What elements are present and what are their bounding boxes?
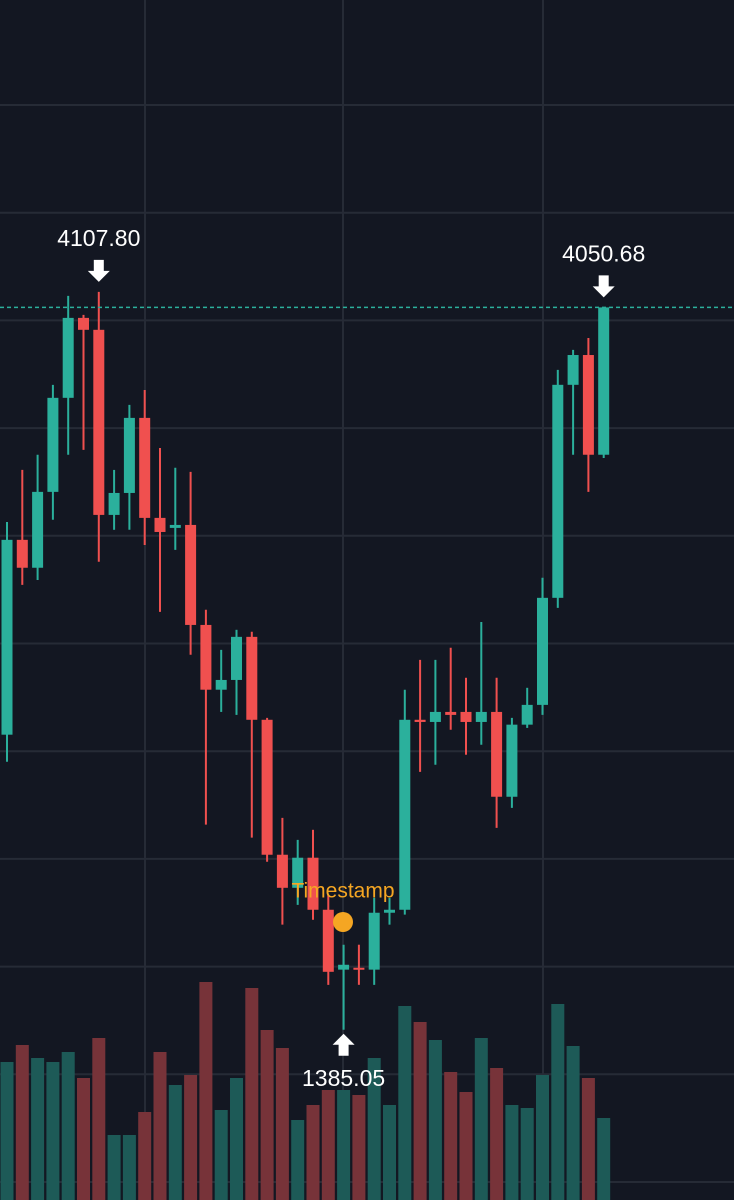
candle-body bbox=[1, 539, 13, 735]
candle-body bbox=[32, 491, 44, 568]
candle-body bbox=[139, 417, 151, 518]
candle-body bbox=[445, 711, 457, 715]
candle-body bbox=[429, 711, 441, 722]
low-arrow bbox=[332, 1033, 355, 1056]
candle-body bbox=[108, 492, 120, 515]
volume-bar bbox=[199, 982, 213, 1200]
volume-bar bbox=[168, 1085, 182, 1200]
volume-bar bbox=[230, 1078, 243, 1200]
volume-bar bbox=[184, 1075, 198, 1200]
high-arrow bbox=[87, 259, 110, 282]
volume-bar bbox=[474, 1038, 488, 1200]
volume-bar bbox=[46, 1062, 60, 1200]
volume-bar bbox=[536, 1075, 549, 1200]
volume-bar bbox=[291, 1120, 305, 1200]
candle-body bbox=[231, 636, 242, 680]
volume-bar bbox=[107, 1135, 121, 1200]
candle-body bbox=[338, 964, 350, 970]
candle-body bbox=[215, 679, 227, 690]
last-label: 4050.68 bbox=[562, 240, 645, 266]
candle-body bbox=[169, 524, 181, 528]
candle-body bbox=[16, 539, 28, 568]
candle-body bbox=[62, 317, 74, 398]
volume-bar bbox=[153, 1052, 167, 1200]
volume-bar bbox=[0, 1062, 14, 1200]
volume-bar bbox=[566, 1046, 580, 1200]
volume-bar bbox=[413, 1022, 427, 1200]
candle-body bbox=[414, 719, 426, 722]
high-label: 4107.80 bbox=[57, 225, 140, 251]
volume-bar bbox=[31, 1058, 45, 1200]
candle-body bbox=[154, 517, 166, 532]
candle-body bbox=[93, 329, 105, 515]
volume-bar bbox=[520, 1108, 534, 1200]
candle-body bbox=[582, 355, 594, 455]
annotation-layer: 4107.80 1385.05 4050.68 Timestamp bbox=[0, 225, 734, 1091]
volume-bar bbox=[428, 1040, 442, 1200]
candle-body bbox=[292, 857, 304, 888]
volume-bar bbox=[321, 1090, 335, 1200]
volume-bar bbox=[275, 1048, 289, 1200]
volume-bar bbox=[260, 1030, 274, 1200]
candle-body bbox=[552, 384, 564, 598]
volume-bar bbox=[459, 1092, 473, 1200]
candle-body bbox=[246, 636, 258, 720]
volume-bar bbox=[122, 1135, 136, 1200]
candle-layer bbox=[1, 291, 610, 1030]
volume-bar bbox=[15, 1045, 29, 1200]
candle-body bbox=[475, 711, 487, 722]
volume-bar bbox=[581, 1078, 595, 1200]
volume-bar bbox=[306, 1105, 320, 1200]
candle-body bbox=[598, 307, 610, 455]
volume-bar bbox=[383, 1105, 396, 1200]
volume-bar bbox=[245, 988, 259, 1200]
candle-body bbox=[200, 624, 212, 690]
volume-bar bbox=[444, 1072, 458, 1200]
candle-body bbox=[322, 909, 334, 972]
candle-body bbox=[123, 417, 135, 493]
candle-body bbox=[384, 909, 395, 913]
candle-body bbox=[47, 397, 59, 492]
volume-bar bbox=[505, 1105, 519, 1200]
candle-body bbox=[368, 912, 380, 970]
volume-bar bbox=[597, 1118, 611, 1200]
candle-body bbox=[399, 719, 411, 910]
candle-body bbox=[261, 719, 273, 855]
volume-bar bbox=[138, 1112, 152, 1200]
candle-body bbox=[567, 355, 579, 385]
volume-layer bbox=[0, 982, 611, 1200]
candle-body bbox=[353, 967, 365, 970]
volume-bar bbox=[214, 1110, 228, 1200]
last-arrow bbox=[592, 275, 615, 298]
volume-bar bbox=[92, 1038, 106, 1200]
volume-bar bbox=[551, 1004, 565, 1200]
volume-bar bbox=[61, 1052, 75, 1200]
volume-bar bbox=[77, 1078, 90, 1200]
volume-bar bbox=[490, 1068, 504, 1200]
low-label: 1385.05 bbox=[302, 1065, 385, 1091]
candle-body bbox=[491, 711, 503, 797]
candle-body bbox=[506, 724, 518, 797]
marker-dot bbox=[333, 912, 353, 932]
candle-body bbox=[460, 711, 472, 722]
marker-label: Timestamp bbox=[291, 880, 394, 903]
volume-bar bbox=[352, 1095, 366, 1200]
volume-bar bbox=[337, 1090, 351, 1200]
candle-body bbox=[276, 854, 288, 888]
candle-body bbox=[78, 317, 89, 330]
candle-body bbox=[521, 704, 533, 725]
candle-body bbox=[307, 857, 319, 910]
volume-bar bbox=[398, 1006, 412, 1200]
volume-bar bbox=[367, 1058, 381, 1200]
candle-body bbox=[537, 597, 548, 705]
candle-body bbox=[185, 524, 197, 625]
